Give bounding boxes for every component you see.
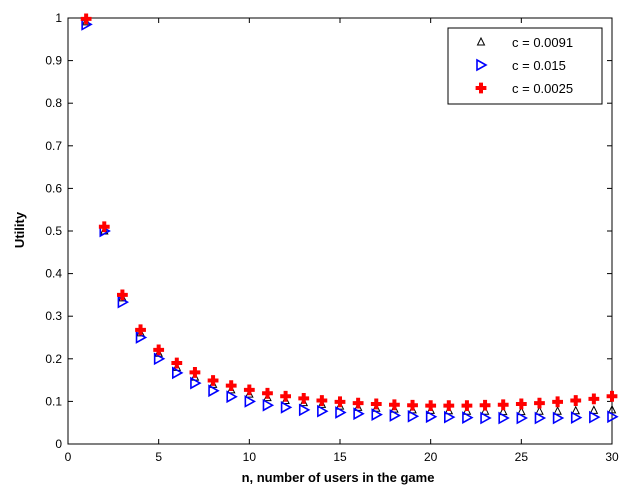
data-point: [570, 411, 583, 424]
legend-marker: [475, 82, 487, 94]
x-tick-label: 0: [65, 450, 72, 464]
data-point: [389, 409, 402, 422]
data-point: [189, 367, 201, 378]
data-point: [225, 380, 237, 392]
data-point: [498, 411, 510, 425]
data-point: [153, 352, 166, 366]
data-point: [243, 384, 255, 396]
y-tick-label: 0.8: [45, 96, 62, 110]
data-point: [280, 401, 293, 414]
legend-marker: [476, 58, 488, 72]
y-tick-label: 0.9: [45, 54, 62, 68]
data-point: [353, 407, 365, 421]
data-point: [280, 390, 291, 402]
legend-label: c = 0.015: [512, 58, 566, 73]
data-point: [553, 406, 562, 415]
data-point: [588, 393, 600, 405]
data-point: [370, 398, 382, 410]
data-point: [298, 393, 310, 404]
data-point: [461, 400, 473, 412]
y-tick-label: 0.5: [45, 224, 62, 238]
legend-marker: [476, 36, 486, 46]
data-point: [334, 396, 346, 408]
x-tick-label: 5: [155, 450, 162, 464]
data-point: [117, 289, 128, 301]
data-point: [480, 406, 490, 415]
x-axis-label: n, number of users in the game: [242, 470, 435, 485]
series-2: [81, 18, 619, 425]
x-tick-label: 10: [243, 450, 257, 464]
data-point: [535, 406, 544, 415]
x-tick-label: 15: [333, 450, 347, 464]
data-point: [172, 366, 184, 380]
data-point: [407, 399, 418, 411]
y-tick-label: 0.6: [45, 181, 62, 195]
y-tick-label: 0.7: [45, 139, 62, 153]
legend-label: c = 0.0025: [512, 81, 573, 96]
data-point: [607, 404, 617, 414]
data-point: [135, 324, 146, 336]
data-point: [480, 411, 492, 425]
data-point: [316, 395, 328, 406]
data-point: [226, 390, 238, 404]
y-tick-label: 0: [55, 437, 62, 451]
data-point: [462, 411, 474, 424]
y-tick-label: 0.1: [45, 394, 62, 408]
data-point: [497, 399, 509, 411]
data-point: [552, 411, 565, 425]
data-point: [443, 400, 455, 412]
data-point: [407, 409, 420, 423]
y-tick-label: 0.4: [45, 267, 62, 281]
data-point: [244, 395, 256, 408]
data-point: [262, 398, 275, 412]
data-point: [335, 406, 347, 419]
x-tick-label: 25: [515, 450, 529, 464]
data-point: [389, 399, 400, 411]
data-point: [317, 404, 329, 418]
data-point: [207, 375, 219, 386]
data-point: [607, 410, 619, 424]
y-tick-label: 0.2: [45, 352, 62, 366]
data-point: [190, 376, 202, 390]
data-point: [515, 398, 527, 410]
y-tick-label: 1: [55, 11, 62, 25]
data-point: [552, 396, 563, 408]
data-point: [262, 387, 273, 399]
data-point: [208, 384, 220, 398]
data-point: [571, 405, 581, 415]
data-point: [570, 395, 582, 406]
axis-tick-labels: 0 5 10 15 20 25 30 0 0.1 0.2 0.3 0.4 0.5 0.6 0.7 0.8 0.9…: [45, 11, 619, 464]
legend-label: c = 0.0091: [512, 35, 573, 50]
data-point: [425, 410, 438, 424]
data-point: [589, 410, 601, 424]
data-point: [534, 411, 547, 425]
x-tick-label: 30: [605, 450, 619, 464]
data-point: [606, 390, 618, 402]
data-point: [80, 13, 92, 25]
data-point: [534, 397, 545, 409]
data-point: [298, 403, 311, 417]
data-point: [425, 400, 437, 412]
data-point: [371, 408, 383, 421]
data-point: [443, 410, 456, 424]
data-point: [589, 405, 599, 414]
x-tick-label: 20: [424, 450, 438, 464]
data-point: [153, 344, 165, 356]
series-3: [80, 13, 618, 412]
y-tick-label: 0.3: [45, 309, 62, 323]
data-point: [516, 411, 528, 425]
y-axis-label: Utility: [12, 211, 27, 248]
data-markers: [80, 13, 619, 425]
data-point: [98, 221, 110, 233]
legend-box: [447, 27, 603, 105]
data-point: [479, 399, 491, 411]
data-point: [171, 357, 183, 369]
data-point: [352, 397, 364, 409]
legend: c = 0.0091 c = 0.015 c = 0.0025: [447, 27, 603, 105]
